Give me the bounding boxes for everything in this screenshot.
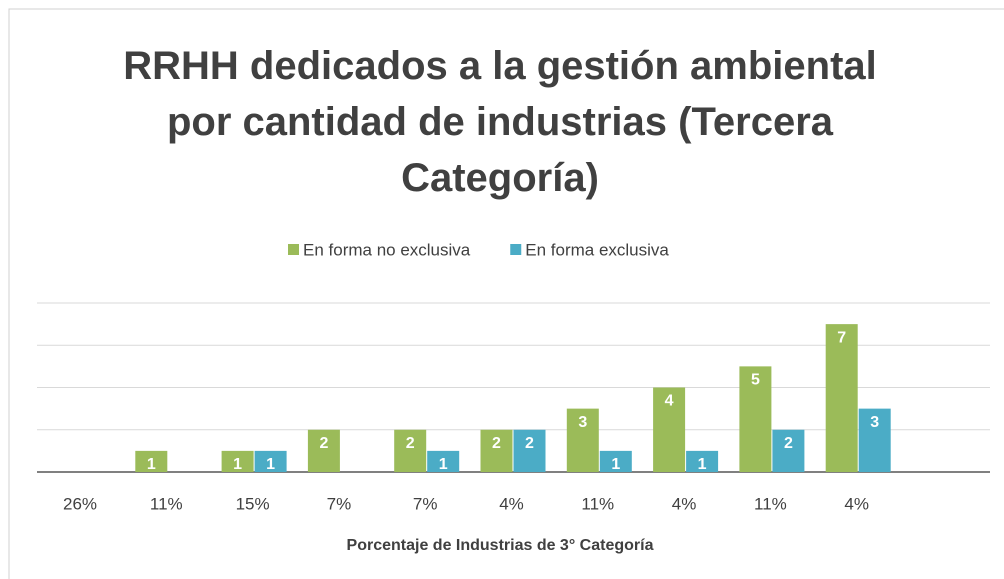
x-tick-label: 4% (844, 494, 869, 513)
data-label: 1 (698, 456, 707, 473)
x-axis-title: Porcentaje de Industrias de 3° Categoría (347, 537, 654, 554)
data-label: 2 (319, 435, 328, 452)
bar (653, 387, 686, 472)
bar (825, 324, 858, 472)
data-label: 2 (525, 435, 534, 452)
bar (566, 408, 599, 472)
data-label: 1 (233, 456, 242, 473)
data-label: 4 (665, 393, 674, 410)
x-tick-label: 26% (63, 494, 97, 513)
data-label: 1 (439, 456, 448, 473)
x-tick-label: 11% (754, 494, 787, 513)
data-label: 5 (751, 372, 760, 389)
data-label: 3 (870, 414, 879, 431)
bar (394, 429, 427, 472)
bar (739, 366, 772, 472)
bar (599, 450, 632, 472)
x-tick-label: 11% (581, 494, 614, 513)
bar (772, 429, 805, 472)
x-tick-label: 7% (327, 494, 352, 513)
data-label: 1 (266, 456, 275, 473)
legend-label: En forma no exclusiva (303, 240, 471, 259)
x-tick-label: 7% (413, 494, 438, 513)
bar (513, 429, 546, 472)
data-label: 1 (147, 456, 156, 473)
x-tick-label: 4% (499, 494, 524, 513)
x-tick-label: 4% (672, 494, 697, 513)
bar (135, 450, 168, 472)
bar (686, 450, 719, 472)
bar (254, 450, 287, 472)
data-label: 2 (492, 435, 501, 452)
legend-swatch (288, 244, 299, 255)
bar (221, 450, 254, 472)
chart-border (8, 8, 1004, 579)
data-label: 3 (578, 414, 587, 431)
legend-label: En forma exclusiva (525, 240, 669, 259)
bar (480, 429, 513, 472)
legend-swatch (510, 244, 522, 255)
data-label: 7 (837, 329, 846, 346)
bar (427, 450, 460, 472)
x-tick-label: 15% (236, 494, 270, 513)
x-tick-label: 11% (150, 494, 183, 513)
chart-title: RRHH dedicados a la gestión ambiental po… (123, 44, 877, 200)
bar (307, 429, 340, 472)
bar (858, 408, 891, 472)
data-label: 2 (406, 435, 415, 452)
data-label: 2 (784, 435, 793, 452)
data-label: 1 (611, 456, 620, 473)
